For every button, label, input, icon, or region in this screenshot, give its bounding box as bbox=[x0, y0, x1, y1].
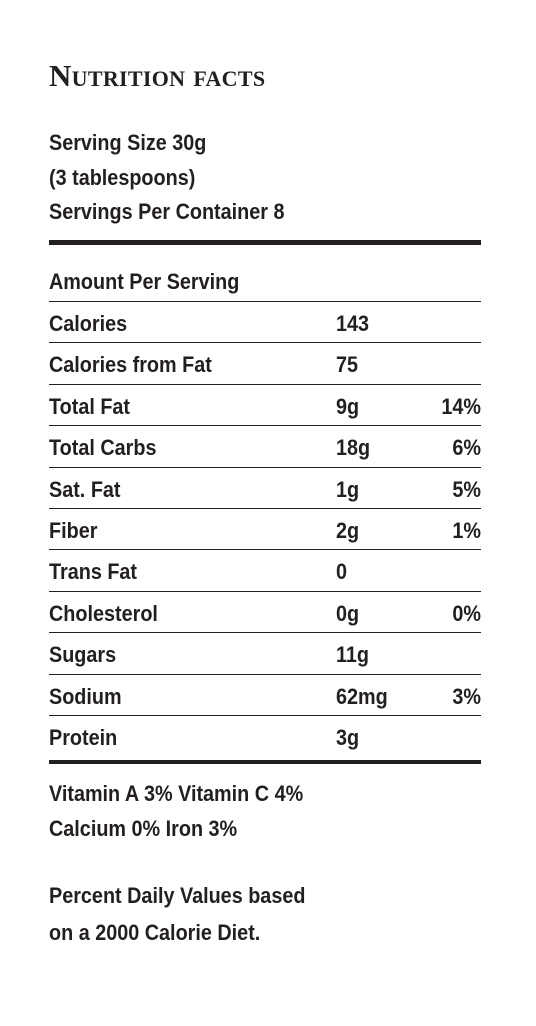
thick-divider-bottom bbox=[49, 760, 481, 764]
nutrient-row-total-carbs: Total Carbs 18g 6% bbox=[49, 425, 481, 466]
nutrient-amount: 18g bbox=[336, 435, 371, 461]
nutrient-row-fiber: Fiber 2g 1% bbox=[49, 507, 481, 549]
nutrient-row-sat-fat: Sat. Fat 1g 5% bbox=[49, 466, 481, 508]
nutrient-daily-value bbox=[427, 633, 481, 673]
serving-info: Serving Size 30g (3 tablespoons) Serving… bbox=[49, 126, 284, 230]
nutrient-daily-value: 6% bbox=[452, 435, 481, 461]
nutrient-name: Calories bbox=[49, 311, 128, 336]
nutrient-name: Sat. Fat bbox=[49, 476, 121, 502]
daily-value-footnote: Percent Daily Values based on a 2000 Cal… bbox=[49, 877, 305, 951]
vitamins-line-2: Calcium 0% Iron 3% bbox=[49, 816, 238, 841]
nutrient-row-total-fat: Total Fat 9g 14% bbox=[49, 383, 481, 425]
nutrient-amount: 0g bbox=[336, 600, 360, 626]
nutrient-amount: 11g bbox=[336, 642, 370, 668]
serving-size-note: (3 tablespoons) bbox=[49, 164, 196, 190]
footnote-line-1: Percent Daily Values based bbox=[49, 883, 306, 908]
vitamins-line-1: Vitamin A 3% Vitamin C 4% bbox=[49, 781, 304, 806]
nutrient-daily-value bbox=[427, 550, 481, 590]
serving-size: Serving Size 30g bbox=[49, 130, 207, 155]
nutrient-row-sodium: Sodium 62mg 3% bbox=[49, 673, 481, 715]
amount-per-serving-header: Amount Per Serving bbox=[49, 269, 240, 294]
nutrient-row-protein: Protein 3g bbox=[49, 714, 481, 756]
nutrient-daily-value: 0% bbox=[452, 600, 481, 626]
nutrient-name: Trans Fat bbox=[49, 559, 138, 585]
nutrient-amount: 62mg bbox=[336, 683, 388, 709]
nutrient-row-calories: Calories 143 bbox=[49, 301, 481, 342]
nutrient-row-cholesterol: Cholesterol 0g 0% bbox=[49, 590, 481, 632]
nutrient-name: Sodium bbox=[49, 683, 122, 709]
nutrient-amount: 143 bbox=[336, 311, 370, 336]
nutrient-daily-value: 3% bbox=[452, 683, 481, 709]
nutrient-table: Calories 143 Calories from Fat 75 Total … bbox=[49, 301, 481, 756]
nutrient-amount: 2g bbox=[336, 517, 360, 543]
vitamins-minerals: Vitamin A 3% Vitamin C 4% Calcium 0% Iro… bbox=[49, 776, 303, 846]
nutrient-amount: 1g bbox=[336, 476, 360, 502]
label-title: Nutrition facts bbox=[49, 58, 266, 93]
servings-per-container: Servings Per Container 8 bbox=[49, 199, 285, 224]
nutrient-row-sugars: Sugars 11g bbox=[49, 632, 481, 673]
nutrient-amount: 9g bbox=[336, 393, 360, 419]
nutrient-name: Total Fat bbox=[49, 393, 131, 419]
nutrient-daily-value bbox=[427, 343, 481, 383]
nutrient-daily-value: 1% bbox=[452, 517, 481, 543]
nutrient-row-calories-from-fat: Calories from Fat 75 bbox=[49, 342, 481, 383]
nutrient-row-trans-fat: Trans Fat 0 bbox=[49, 549, 481, 590]
nutrient-name: Total Carbs bbox=[49, 435, 157, 461]
nutrient-amount: 0 bbox=[336, 559, 348, 585]
nutrient-amount: 3g bbox=[336, 724, 360, 750]
nutrient-daily-value: 14% bbox=[441, 393, 481, 419]
nutrient-daily-value bbox=[427, 716, 481, 756]
nutrient-name: Calories from Fat bbox=[49, 352, 212, 378]
nutrient-name: Protein bbox=[49, 724, 118, 750]
nutrient-name: Cholesterol bbox=[49, 600, 158, 626]
nutrient-name: Fiber bbox=[49, 517, 98, 543]
nutrient-amount: 75 bbox=[336, 352, 359, 378]
nutrient-daily-value: 5% bbox=[452, 476, 481, 502]
nutrient-name: Sugars bbox=[49, 642, 117, 668]
nutrient-daily-value bbox=[427, 302, 481, 342]
thick-divider-top bbox=[49, 240, 481, 245]
footnote-line-2: on a 2000 Calorie Diet. bbox=[49, 920, 261, 945]
